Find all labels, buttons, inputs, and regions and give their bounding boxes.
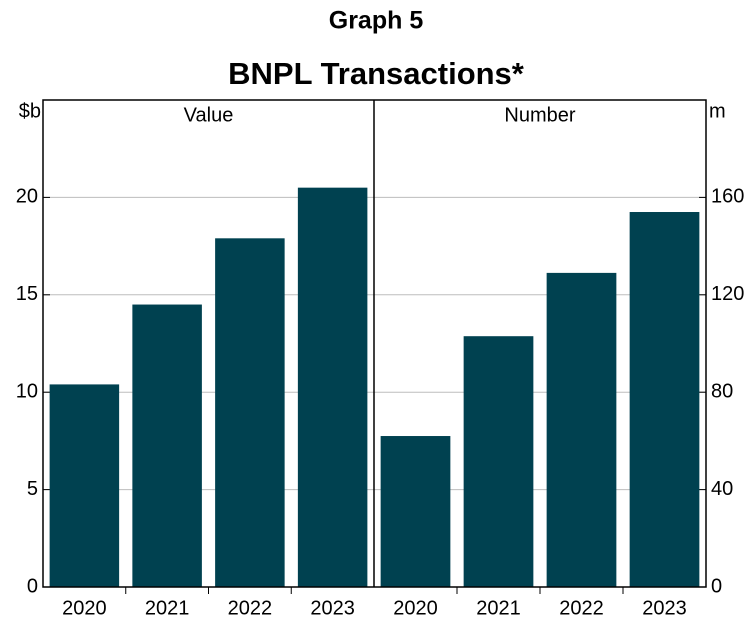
- x-tick-label: 2020: [393, 597, 438, 619]
- graph-label: Graph 5: [329, 7, 424, 35]
- bar: [463, 336, 534, 587]
- y-tick-label: 5: [27, 478, 38, 500]
- y-tick-label: 0: [711, 575, 722, 597]
- bar: [49, 384, 120, 587]
- panel-title: Number: [504, 104, 575, 126]
- y-tick-label: 40: [711, 478, 733, 500]
- x-tick-label: 2020: [62, 597, 107, 619]
- y-tick-label: 20: [16, 186, 38, 208]
- x-tick-label: 2021: [145, 597, 190, 619]
- x-tick-label: 2021: [476, 597, 521, 619]
- bar: [380, 436, 451, 587]
- bar: [215, 238, 285, 588]
- y-tick-label: 80: [711, 380, 733, 402]
- chart-title: BNPL Transactions*: [228, 56, 525, 91]
- x-tick-label: 2023: [642, 597, 687, 619]
- bar: [629, 212, 700, 587]
- x-tick-label: 2023: [310, 597, 355, 619]
- bar: [546, 272, 617, 587]
- y-tick-label: 160: [711, 186, 744, 208]
- bar: [297, 187, 368, 587]
- plot-frame: [42, 99, 707, 588]
- x-tick-label: 2022: [559, 597, 604, 619]
- unit-label: m: [709, 100, 726, 122]
- y-tick-label: 15: [16, 283, 38, 305]
- panel-title: Value: [184, 104, 234, 126]
- x-tick-label: 2022: [228, 597, 273, 619]
- y-tick-label: 0: [27, 575, 38, 597]
- y-tick-label: 10: [16, 380, 38, 402]
- y-tick-label: 120: [711, 283, 744, 305]
- unit-label: $b: [19, 100, 41, 122]
- bar: [132, 304, 202, 587]
